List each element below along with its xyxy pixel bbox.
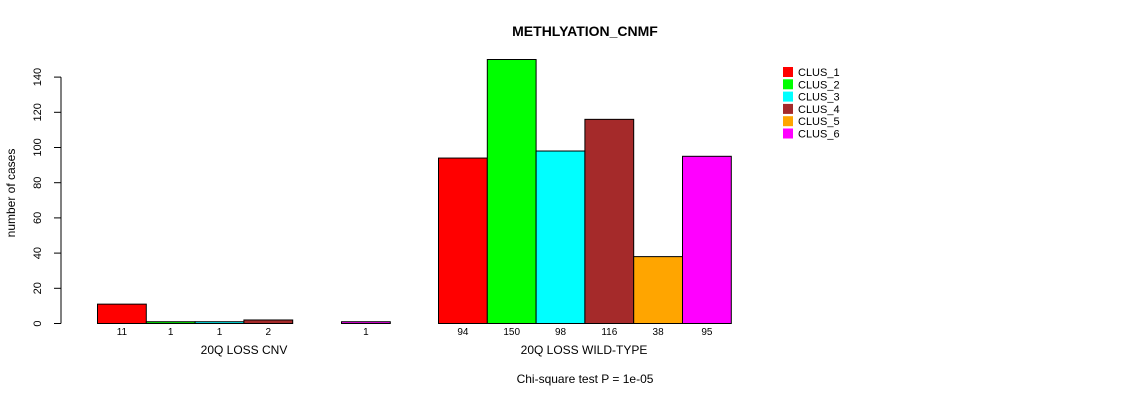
bar-count-label: 95 xyxy=(701,327,713,338)
bar-count-label: 116 xyxy=(601,327,617,338)
bar-clus-2 xyxy=(145,321,196,324)
legend-swatch xyxy=(783,91,793,102)
y-tick-label: 100 xyxy=(32,138,44,156)
bar-clus-1 xyxy=(438,157,488,324)
legend-label: CLUS_6 xyxy=(798,129,840,141)
legend-label: CLUS_5 xyxy=(798,116,840,128)
bar-count-label: 150 xyxy=(503,327,520,338)
bar-clus-4 xyxy=(243,319,294,325)
y-tick-label: 80 xyxy=(32,177,44,189)
bar-count-label: 98 xyxy=(555,327,567,338)
legend-swatch xyxy=(783,103,793,114)
bar-count-label: 1 xyxy=(363,327,369,338)
x-group-label-cnv: 20Q LOSS CNV xyxy=(201,343,288,357)
bar-clus-4 xyxy=(584,118,635,324)
legend-label: CLUS_4 xyxy=(798,104,840,116)
bar-clus-3 xyxy=(535,150,586,324)
bar-clus-6 xyxy=(682,155,732,324)
bar-clus-2 xyxy=(486,59,537,324)
bar-group-20q-loss-wild-type: 94 150 98 116 38 95 xyxy=(438,59,732,338)
y-tick-label: 20 xyxy=(32,282,44,294)
bar-count-label: 1 xyxy=(217,327,223,338)
bar-count-label: 1 xyxy=(168,327,174,338)
x-group-label-wild-type: 20Q LOSS WILD-TYPE xyxy=(521,343,648,357)
y-tick-label: 60 xyxy=(32,212,44,224)
bar-count-label: 94 xyxy=(457,327,469,338)
y-tick-label: 140 xyxy=(32,68,44,86)
y-tick-label: 120 xyxy=(32,103,44,121)
y-tick-label: 40 xyxy=(32,247,44,259)
legend-label: CLUS_2 xyxy=(798,79,840,91)
bar-group-20q-loss-cnv: 11 1 1 2 1 xyxy=(97,303,391,338)
legend-label: CLUS_1 xyxy=(798,67,840,79)
bar-clus-5 xyxy=(633,256,684,324)
legend-swatch xyxy=(783,67,793,77)
legend-swatch xyxy=(783,116,793,127)
legend-label: CLUS_3 xyxy=(798,92,840,104)
legend-swatch xyxy=(783,128,793,139)
bar-count-label: 11 xyxy=(117,327,128,338)
chi-square-footnote: Chi-square test P = 1e-05 xyxy=(517,372,654,386)
bar-count-label: 2 xyxy=(266,327,272,338)
y-axis-label: number of cases xyxy=(4,149,18,238)
y-axis: 0 20 40 60 80 100 120 140 xyxy=(32,68,62,327)
chart-title: METHLYATION_CNMF xyxy=(512,23,658,39)
bar-clus-6 xyxy=(341,321,391,324)
legend-swatch xyxy=(783,79,793,90)
bar-clus-1 xyxy=(97,303,147,325)
bar-count-label: 38 xyxy=(653,327,665,338)
bar-clus-3 xyxy=(194,321,245,324)
y-tick-label: 0 xyxy=(32,320,44,326)
